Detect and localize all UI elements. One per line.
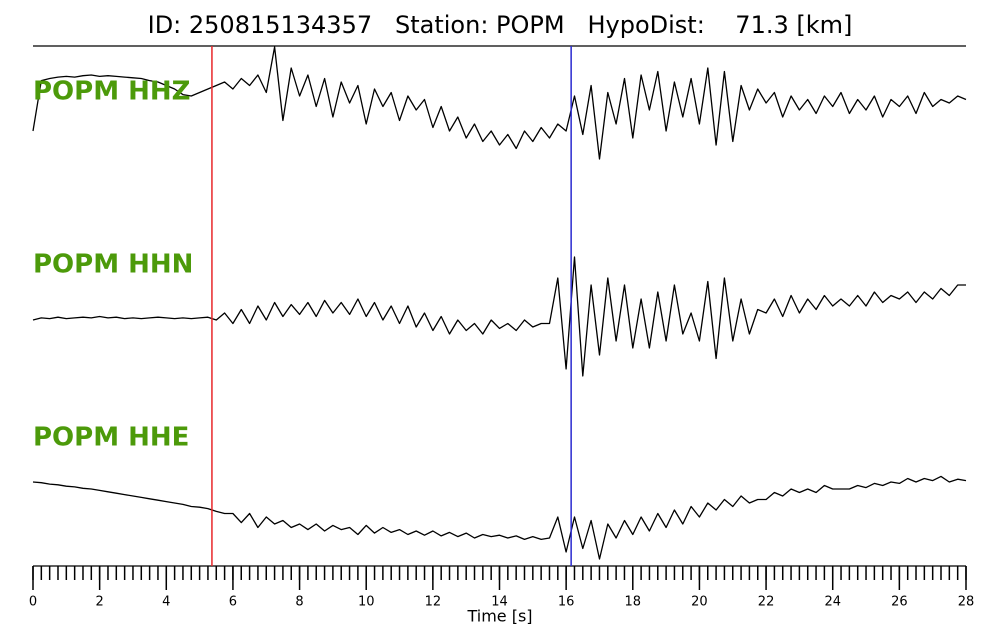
x-tick-label: 16: [558, 595, 575, 610]
x-tick-label: 14: [491, 595, 508, 610]
x-tick-label: 22: [758, 595, 775, 610]
x-tick-label: 8: [295, 595, 303, 610]
trace-label: POPM HHE: [33, 423, 189, 453]
x-tick-label: 0: [29, 595, 37, 610]
trace: [32, 46, 967, 160]
x-tick-label: 12: [425, 595, 442, 610]
trace: [32, 475, 967, 560]
trace: [32, 256, 966, 377]
x-tick-label: 20: [691, 595, 708, 610]
x-tick-label: 26: [891, 595, 908, 610]
x-tick-label: 28: [958, 595, 975, 610]
x-tick-label: 24: [824, 595, 841, 610]
trace-label: POPM HHN: [33, 250, 193, 280]
x-tick-label: 4: [162, 595, 170, 610]
x-tick-label: 6: [229, 595, 237, 610]
chart-title: ID: 250815134357 Station: POPM HypoDist:…: [148, 11, 853, 39]
x-tick-label: 10: [358, 595, 375, 610]
x-tick-label: 18: [625, 595, 642, 610]
x-tick-label: 2: [96, 595, 104, 610]
trace-label: POPM HHZ: [33, 77, 191, 107]
x-axis-label: Time [s]: [466, 607, 532, 626]
